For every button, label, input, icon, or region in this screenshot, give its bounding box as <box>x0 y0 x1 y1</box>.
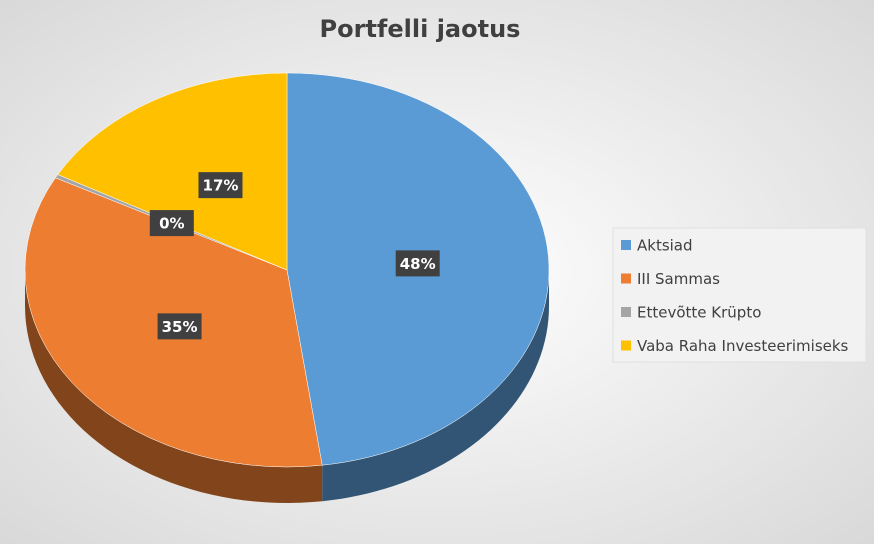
data-label: 17% <box>203 177 239 195</box>
data-label: 48% <box>400 255 436 273</box>
data-label-box <box>149 210 194 237</box>
chart-title: Portfelli jaotus <box>320 15 521 43</box>
legend <box>612 227 867 363</box>
slice-side <box>25 270 323 503</box>
slice <box>57 72 288 271</box>
legend-swatch <box>621 340 631 351</box>
legend-swatch <box>621 273 631 284</box>
legend-label: Ettevõtte Krüpto <box>637 304 761 322</box>
data-label-box <box>157 313 202 340</box>
legend-swatch <box>621 307 631 317</box>
legend-label: III Sammas <box>637 270 720 288</box>
slice-side <box>322 270 549 502</box>
data-label: 0% <box>159 215 184 233</box>
legend-label: Aktsiad <box>637 237 693 255</box>
legend-label: Vaba Raha Investeerimiseks <box>637 337 849 355</box>
data-label-box <box>198 172 243 199</box>
legend-swatch <box>621 240 631 250</box>
data-label-box <box>395 250 440 277</box>
data-label: 35% <box>162 318 198 336</box>
